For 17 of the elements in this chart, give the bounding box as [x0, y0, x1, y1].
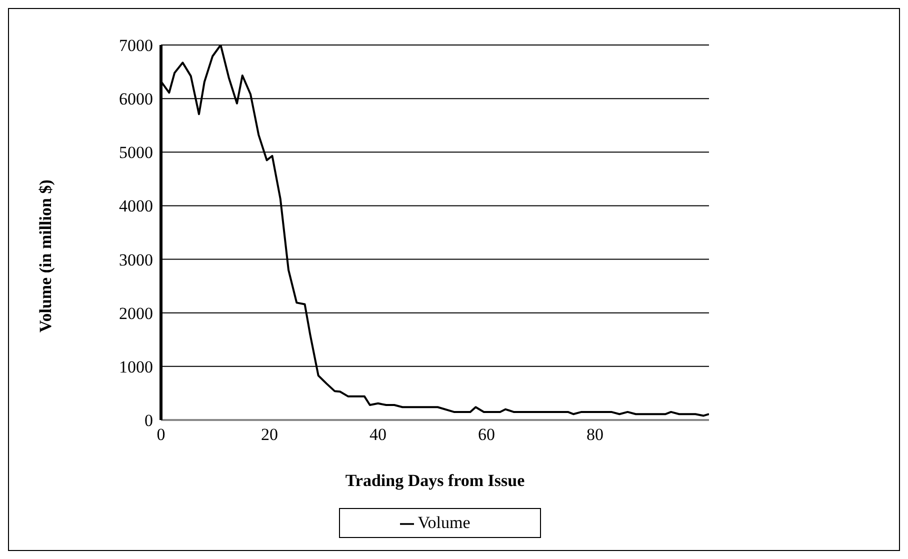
y-axis-title: Volume (in million $) — [36, 180, 56, 332]
y-tick-label: 1000 — [119, 357, 153, 376]
y-tick-label: 4000 — [119, 196, 153, 216]
y-tick-label: 6000 — [119, 90, 153, 109]
y-tick-label: 5000 — [119, 143, 153, 162]
legend-label: Volume — [418, 513, 470, 532]
y-tick-label: 2000 — [119, 304, 153, 323]
line-series — [161, 45, 709, 417]
y-tick-label: 0 — [144, 411, 153, 430]
y-tick-label: 7000 — [119, 36, 153, 56]
x-tick-label: 80 — [586, 425, 604, 444]
y-tick-label: 3000 — [119, 250, 153, 270]
x-tick-label: 20 — [261, 425, 278, 444]
x-tick-label: 60 — [478, 425, 496, 444]
x-axis-title: Trading Days from Issue — [345, 471, 526, 490]
x-tick-label: 40 — [370, 425, 387, 444]
x-tick-label: 0 — [156, 425, 166, 444]
